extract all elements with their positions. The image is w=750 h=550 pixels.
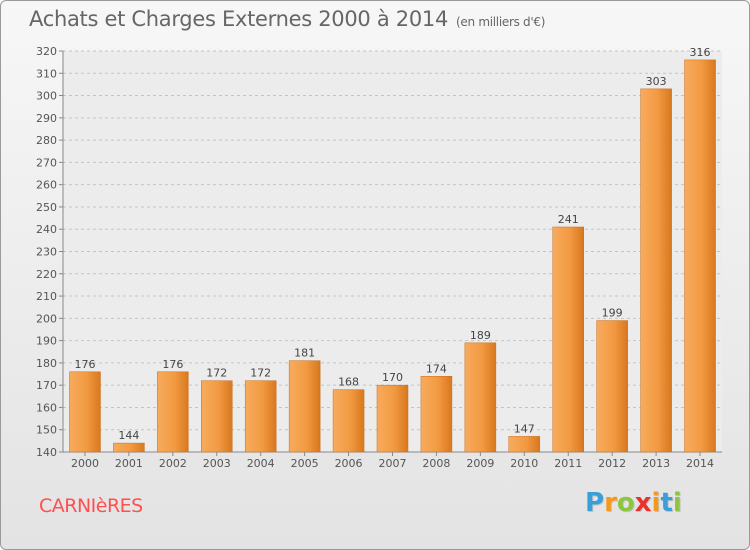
x-tick-label: 2007 [379,457,407,470]
x-tick-label: 2012 [598,457,626,470]
y-tick-label: 300 [36,90,57,103]
y-tick-label: 180 [36,357,57,370]
y-tick-label: 310 [36,67,57,80]
logo-letter: x [634,488,652,518]
data-label: 303 [646,75,667,88]
bar [640,88,672,453]
y-tick-label: 270 [36,156,57,169]
logo-letter: t [660,488,673,518]
bar [157,371,189,453]
chart-title-text: Achats et Charges Externes 2000 à 2014 [29,7,449,31]
x-tick-label: 2001 [115,457,143,470]
y-tick-label: 240 [36,223,57,236]
bar [552,226,584,453]
x-tick-label: 2002 [159,457,187,470]
proxiti-logo: Proxiti [585,488,682,518]
y-tick-label: 320 [36,45,57,58]
x-tick-label: 2013 [642,457,670,470]
y-tick-label: 210 [36,290,57,303]
x-tick-label: 2009 [466,457,494,470]
bar [508,436,541,453]
y-tick-label: 230 [36,246,57,259]
bar [201,380,233,453]
bar [464,342,497,453]
y-tick-label: 170 [36,379,57,392]
y-tick-label: 260 [36,179,57,192]
y-tick-label: 280 [36,134,57,147]
x-tick-label: 2014 [686,457,714,470]
y-tick-label: 290 [36,112,57,125]
x-tick-label: 2008 [422,457,450,470]
data-label: 144 [118,429,139,442]
x-tick-label: 2005 [291,457,319,470]
x-tick-label: 2000 [71,457,99,470]
data-label: 172 [250,367,271,380]
bar [332,389,365,453]
logo-letter: r [604,488,617,518]
chart-subtitle: (en milliers d'€) [456,15,546,29]
data-label: 199 [602,307,623,320]
bar [288,360,321,453]
data-label: 174 [426,362,447,375]
data-label: 172 [206,367,227,380]
x-tick-label: 2004 [247,457,275,470]
y-tick-label: 250 [36,201,57,214]
y-tick-label: 220 [36,268,57,281]
commune-name: CARNIèRES [39,495,143,517]
data-label: 147 [514,422,535,435]
data-label: 176 [74,358,95,371]
bar [69,371,101,453]
bar [376,384,409,453]
bar [420,376,453,453]
data-label: 181 [294,347,315,360]
bar [596,320,628,453]
data-label: 316 [690,46,711,59]
x-tick-label: 2011 [554,457,582,470]
data-label: 170 [382,371,403,384]
data-label: 189 [470,329,491,342]
data-label: 241 [558,213,579,226]
logo-letter: i [651,488,661,518]
logo-letter: o [616,488,635,518]
data-label: 176 [162,358,183,371]
y-tick-label: 190 [36,335,57,348]
x-tick-label: 2010 [510,457,538,470]
bar [244,380,277,453]
bar [684,59,716,453]
x-tick-label: 2003 [203,457,231,470]
data-label: 168 [338,376,359,389]
y-tick-label: 150 [36,424,57,437]
logo-letter: P [585,488,605,518]
y-tick-label: 200 [36,312,57,325]
chart-title: Achats et Charges Externes 2000 à 2014 (e… [29,7,545,31]
logo-letter: i [672,488,682,518]
y-tick-label: 160 [36,401,57,414]
bar [113,442,145,453]
y-tick-label: 140 [36,446,57,459]
x-tick-label: 2006 [335,457,363,470]
